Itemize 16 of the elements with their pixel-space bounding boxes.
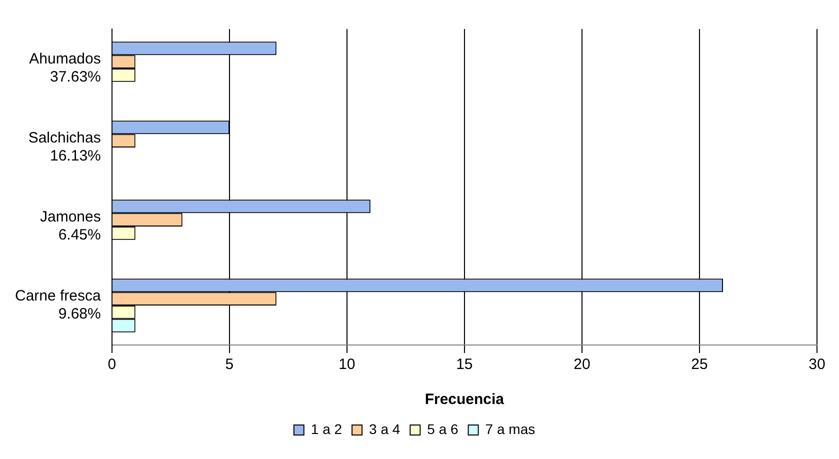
- x-tick-label: 5: [225, 356, 234, 374]
- legend-label: 5 a 6: [427, 420, 459, 437]
- x-tick-label: 30: [808, 356, 826, 374]
- legend-label: 7 a mas: [485, 420, 536, 437]
- x-tick-label: 10: [338, 356, 356, 374]
- y-tick-label: Carne fresca 9.68%: [14, 288, 102, 323]
- x-tick-label: 0: [108, 356, 116, 374]
- x-axis-title: Frecuencia: [424, 391, 505, 408]
- x-tick-label: 25: [691, 356, 708, 374]
- y-tick-label: Jamones 6.45%: [40, 208, 101, 244]
- y-tick-label: Salchichas 16.13%: [28, 130, 101, 165]
- x-tick-label: 20: [574, 356, 590, 374]
- x-tick-label: 15: [456, 356, 473, 374]
- y-tick-label: Ahumados 37.63%: [29, 50, 101, 86]
- legend-label: 1 a 2: [310, 420, 342, 437]
- legend-label: 3 a 4: [369, 420, 400, 437]
